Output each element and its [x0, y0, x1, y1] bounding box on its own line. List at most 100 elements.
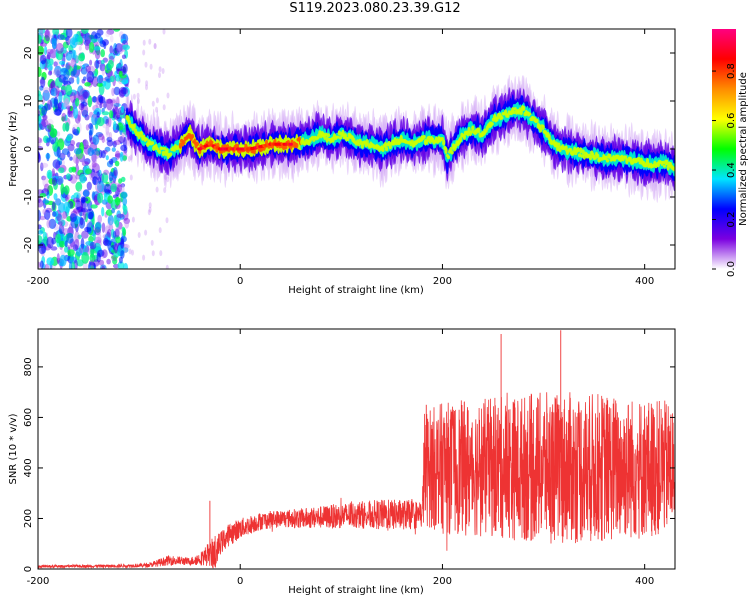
noise-speckle — [83, 91, 89, 98]
snr-series — [38, 330, 675, 569]
noise-speckle — [65, 105, 72, 110]
noise-speckle — [91, 96, 98, 103]
noise-speckle — [56, 146, 61, 159]
noise-speckle — [85, 168, 92, 175]
noise-speckle — [96, 82, 104, 87]
noise-speckle — [116, 43, 124, 55]
ridge-cell — [661, 160, 665, 165]
ridge-cell — [596, 153, 600, 159]
colorbar-tick-label: 0.8 — [726, 63, 737, 79]
noise-speckle — [162, 29, 166, 35]
noise-speckle — [69, 92, 76, 103]
noise-speckle — [142, 49, 146, 56]
noise-speckle — [73, 107, 79, 119]
noise-speckle — [144, 229, 148, 236]
noise-speckle — [81, 252, 90, 264]
noise-speckle — [120, 38, 127, 44]
noise-speckle — [84, 158, 91, 165]
noise-speckle — [109, 75, 115, 83]
noise-speckle — [155, 186, 159, 193]
noise-speckle — [58, 224, 65, 235]
noise-speckle — [132, 93, 136, 100]
noise-speckle — [82, 89, 90, 99]
noise-speckle — [49, 58, 54, 66]
noise-speckle — [87, 147, 94, 156]
noise-speckle — [120, 250, 125, 259]
noise-speckle — [111, 208, 115, 214]
noise-speckle — [76, 259, 84, 267]
noise-speckle — [112, 230, 117, 239]
noise-speckle — [163, 187, 167, 194]
noise-speckle — [97, 214, 102, 224]
noise-speckle — [106, 29, 115, 35]
ridge-cell — [144, 137, 148, 141]
noise-speckle — [121, 79, 129, 85]
ridge-cell — [182, 139, 186, 145]
colorbar-label: Normalized spectral amplitude — [738, 72, 749, 226]
noise-speckle — [79, 216, 84, 226]
spectrogram-axes: -200 0 200 400 -20 -10 0 10 20 — [23, 29, 675, 287]
noise-speckle — [118, 178, 123, 184]
colorbar-tick-label: 0.6 — [726, 113, 737, 129]
noise-speckle — [58, 216, 65, 227]
noise-speckle — [65, 122, 70, 132]
noise-speckle — [38, 93, 43, 102]
noise-speckle — [66, 173, 71, 180]
noise-speckle — [39, 138, 43, 144]
noise-speckle — [80, 208, 89, 213]
ridge-cell — [672, 167, 675, 172]
noise-speckle — [53, 96, 59, 108]
noise-speckle — [59, 240, 66, 248]
noise-speckle — [53, 69, 61, 76]
snr-panel: -200 0 200 400 0 200 400 600 800 Height of strai… — [8, 328, 676, 596]
noise-speckle — [137, 232, 141, 238]
noise-speckle — [82, 190, 90, 197]
ridge-cell — [195, 141, 199, 147]
ridge-cell — [161, 150, 165, 157]
noise-speckle — [73, 148, 82, 155]
ridge-cell — [605, 158, 610, 163]
noise-speckle — [61, 112, 67, 122]
ridge-cell — [220, 149, 224, 154]
ridge-cell — [325, 136, 329, 143]
noise-speckle — [93, 46, 101, 51]
noise-speckle — [46, 257, 54, 266]
noise-speckle — [44, 29, 51, 42]
noise-speckle — [42, 199, 50, 204]
noise-speckle — [38, 110, 41, 117]
noise-speckle — [84, 211, 89, 223]
y-tick-label: -10 — [23, 189, 34, 205]
noise-speckle — [41, 119, 49, 127]
noise-speckle — [51, 211, 57, 217]
noise-speckle — [109, 158, 114, 165]
noise-speckle — [44, 209, 51, 220]
noise-speckle — [107, 195, 113, 204]
noise-speckle — [142, 254, 146, 261]
ridge-cell — [346, 136, 350, 142]
noise-speckle — [166, 176, 170, 183]
noise-speckle — [89, 253, 96, 263]
noise-speckle — [91, 149, 100, 155]
noise-speckle — [85, 65, 92, 73]
ridge-cell — [662, 164, 667, 168]
ridge-cell — [190, 134, 195, 139]
noise-speckle — [43, 35, 50, 44]
noise-speckle — [62, 100, 68, 109]
ridge-cell — [450, 150, 454, 155]
noise-speckle — [39, 260, 44, 269]
noise-speckle — [112, 104, 118, 115]
ridge-cell — [324, 132, 328, 137]
noise-speckle — [38, 137, 42, 144]
colorbar-axis: 0.0 0.2 0.4 0.6 0.8 — [712, 63, 737, 277]
x-tick-label: 400 — [635, 576, 654, 587]
ridge-cell — [541, 124, 545, 131]
noise-speckle — [40, 76, 46, 88]
noise-speckle — [113, 139, 121, 146]
noise-speckle — [97, 232, 102, 243]
noise-speckle — [75, 174, 81, 180]
noise-speckle — [64, 36, 69, 41]
ridge-cell — [539, 127, 543, 133]
noise-speckle — [102, 238, 109, 246]
noise-speckle — [46, 236, 54, 249]
noise-speckle — [110, 98, 117, 104]
